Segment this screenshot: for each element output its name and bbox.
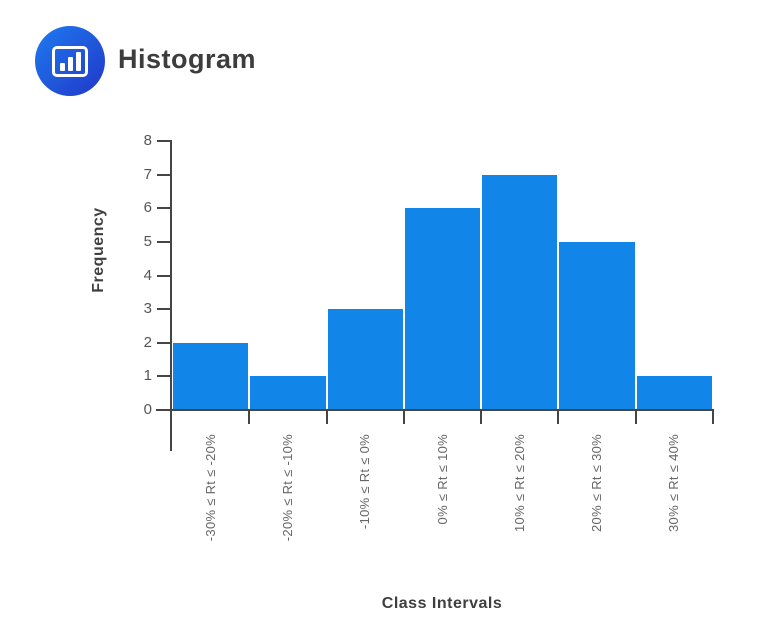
y-axis-line: [170, 140, 172, 451]
bar-chart-icon-bar: [59, 62, 65, 71]
y-axis-tick: [157, 308, 171, 311]
x-axis-tick: [634, 411, 637, 424]
logo: [35, 26, 105, 96]
histogram-bar: [326, 309, 404, 410]
header: Histogram: [0, 0, 768, 110]
y-axis-tick-label: 2: [143, 333, 152, 351]
y-axis-tick: [157, 140, 171, 142]
x-axis-tick-label: 0% ≤ Rt ≤ 10%: [434, 434, 450, 525]
y-axis-tick-label: 4: [143, 266, 152, 284]
page-title: Histogram: [118, 44, 257, 74]
y-axis-tick: [157, 341, 171, 344]
x-axis-tick: [480, 411, 483, 424]
x-axis-line: [156, 409, 714, 411]
bar-chart-icon-bar: [75, 51, 81, 71]
x-axis-tick: [248, 411, 251, 424]
x-axis-tick-label: 30% ≤ Rt ≤ 40%: [666, 434, 682, 532]
y-axis-title: Frequency: [90, 207, 107, 293]
x-axis-tick-label: -20% ≤ Rt ≤ -10%: [279, 434, 295, 542]
bar-chart-icon: [52, 45, 88, 77]
histogram-bar: [481, 174, 559, 410]
x-axis-tick-label: 10% ≤ Rt ≤ 20%: [511, 434, 527, 532]
histogram-bar: [249, 376, 327, 410]
x-axis-tick-label: -30% ≤ Rt ≤ -20%: [202, 434, 218, 542]
histogram-bar: [635, 376, 713, 410]
y-axis-tick: [157, 173, 171, 176]
y-axis-tick-label: 1: [143, 367, 152, 385]
x-axis-tick: [557, 411, 560, 424]
x-axis-tick: [325, 411, 328, 424]
x-axis-title: Class Intervals: [381, 595, 503, 612]
x-axis-tick: [712, 411, 714, 424]
y-axis-tick-label: 7: [143, 165, 152, 183]
x-axis-tick-label: 20% ≤ Rt ≤ 30%: [589, 434, 605, 532]
y-axis-tick-label: 6: [143, 199, 152, 217]
y-axis-tick: [157, 240, 171, 243]
y-axis-tick-label: 3: [143, 300, 152, 318]
y-axis-tick-label: 0: [143, 401, 152, 418]
y-axis-tick: [157, 375, 171, 378]
y-axis-tick-label: 8: [143, 132, 152, 149]
histogram-bar: [403, 208, 482, 410]
y-axis-tick: [157, 274, 171, 277]
y-axis-tick-label: 5: [143, 232, 152, 250]
bar-chart-icon-bar: [67, 56, 73, 71]
histogram-bar: [558, 241, 636, 410]
x-axis-tick: [402, 411, 405, 424]
x-axis-tick-label: -10% ≤ Rt ≤ 0%: [357, 434, 373, 530]
y-axis-tick: [157, 207, 171, 210]
histogram-bar: [172, 342, 250, 410]
